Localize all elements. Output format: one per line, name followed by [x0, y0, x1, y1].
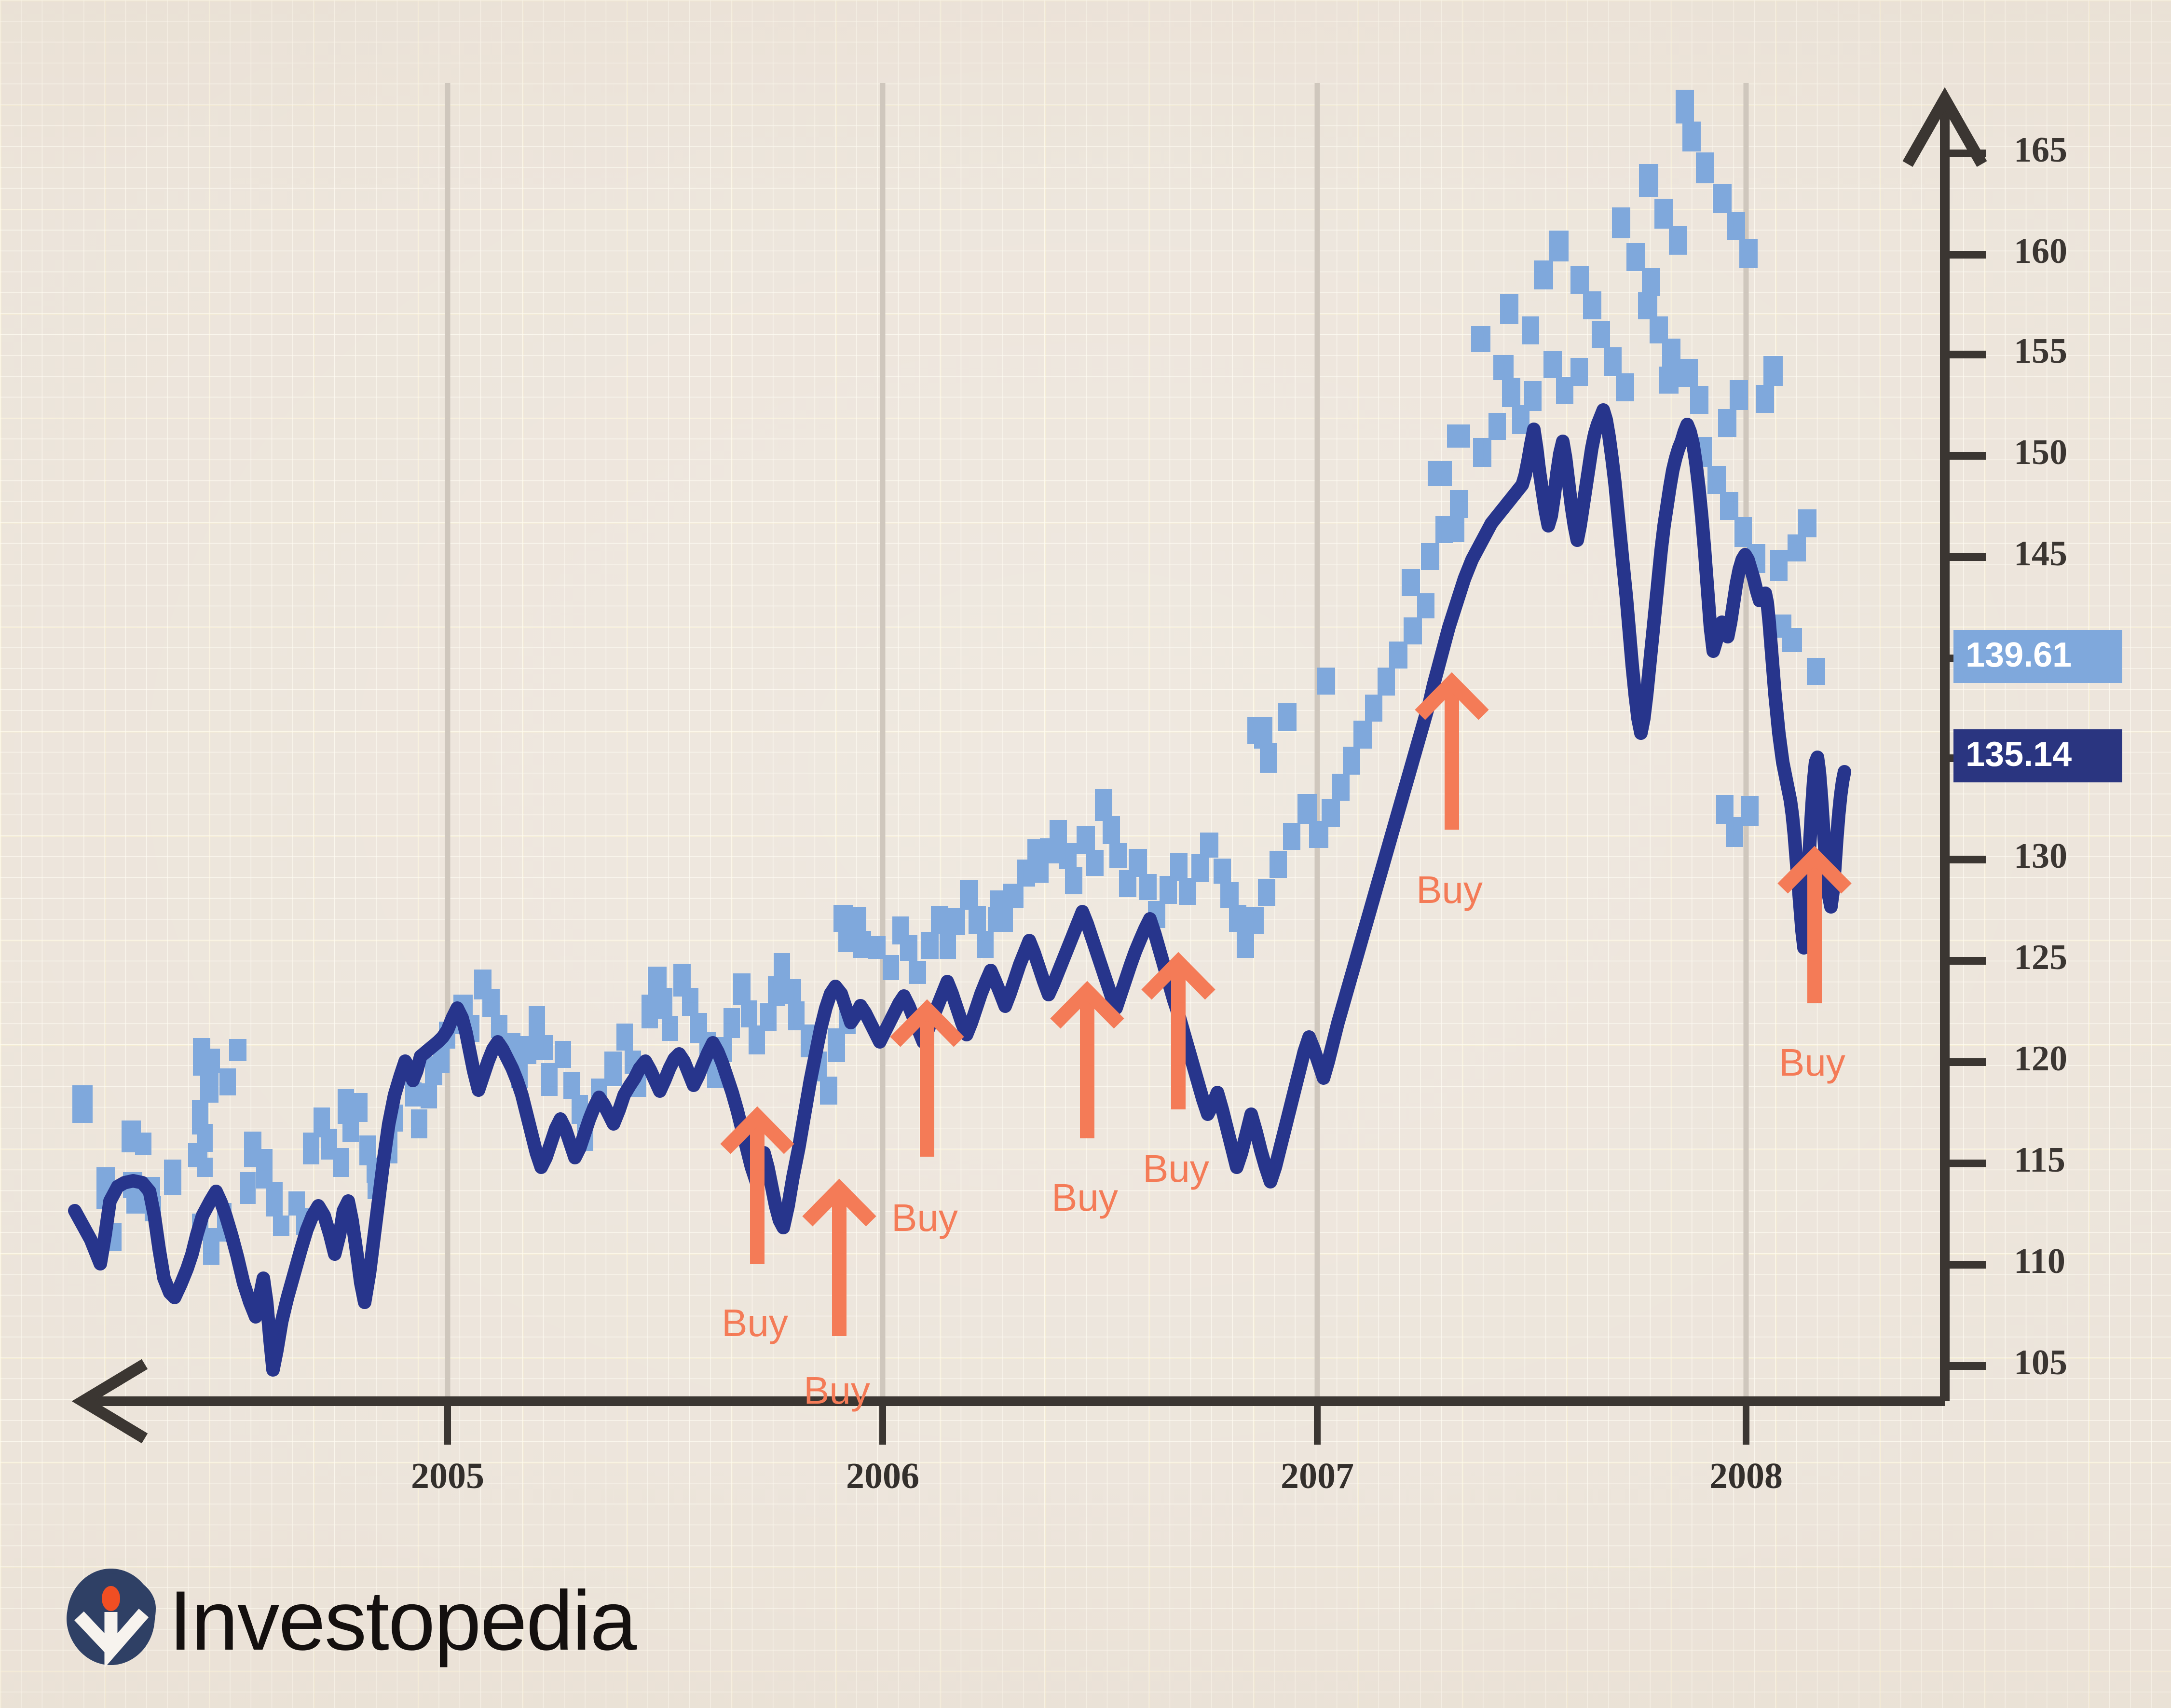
primary-price-badge-bg	[1953, 729, 2122, 782]
price-line	[68, 403, 1851, 1377]
buy-marker-5: Buy	[1143, 962, 1210, 1190]
y-tick-110: 110	[2014, 1242, 2065, 1281]
y-tick-145: 145	[2014, 534, 2067, 574]
x-tick-2007: 2007	[1281, 1456, 1354, 1496]
y-tick-120: 120	[2014, 1039, 2067, 1079]
logo-dot-icon	[102, 1586, 120, 1611]
up-arrow-icon	[807, 1189, 871, 1336]
y-axis: 165 160 155 150 145 130 125 120 115 110 …	[1902, 87, 2067, 1401]
buy-label-4: Buy	[1051, 1176, 1118, 1219]
axis-up-arrow-icon	[1902, 87, 1987, 167]
buy-label-5: Buy	[1143, 1147, 1209, 1190]
secondary-price-badge-text: 139.61	[1966, 636, 2072, 674]
y-tick-155: 155	[2014, 331, 2067, 371]
buy-label-1: Buy	[722, 1301, 788, 1344]
buy-marker-7: Buy	[1779, 856, 1846, 1084]
up-arrow-icon	[1783, 856, 1846, 1003]
buy-label-7: Buy	[1779, 1041, 1845, 1084]
buy-marker-2: Buy	[804, 1189, 871, 1412]
logo-wordmark: Investopedia	[169, 1574, 637, 1668]
primary-price-badge-text: 135.14	[1966, 735, 2072, 774]
buy-marker-4: Buy	[1051, 991, 1119, 1219]
price-badges: 139.61 135.14	[1953, 630, 2122, 782]
x-tick-2005: 2005	[411, 1456, 484, 1496]
buy-marker-1: Buy	[722, 1117, 789, 1344]
investopedia-logo-icon	[67, 1569, 156, 1668]
y-tick-160: 160	[2014, 232, 2067, 271]
y-tick-150: 150	[2014, 433, 2067, 472]
up-arrow-icon	[1420, 683, 1484, 830]
y-tick-115: 115	[2014, 1140, 2065, 1180]
axis-left-arrow-icon	[71, 1359, 148, 1444]
secondary-price-badge-bg	[1953, 630, 2122, 683]
investopedia-logo[interactable]: Investopedia	[67, 1569, 638, 1668]
y-tick-130: 130	[2014, 836, 2067, 876]
buy-annotations: Buy Buy Buy Buy Buy Buy Buy	[722, 683, 1846, 1412]
up-arrow-icon	[895, 1010, 959, 1157]
buy-label-6: Buy	[1416, 868, 1483, 911]
year-gridlines	[445, 83, 1749, 1401]
buy-marker-3: Buy	[891, 1010, 959, 1239]
y-tick-165: 165	[2014, 130, 2067, 170]
up-arrow-icon	[1055, 991, 1119, 1138]
price-bar-marks	[72, 90, 1825, 1265]
x-tick-2006: 2006	[846, 1456, 919, 1496]
buy-label-2: Buy	[804, 1369, 870, 1412]
buy-label-3: Buy	[891, 1196, 958, 1239]
buy-marker-6: Buy	[1416, 683, 1484, 911]
x-tick-2008: 2008	[1709, 1456, 1783, 1496]
y-tick-125: 125	[2014, 938, 2067, 977]
x-axis: 2005 2006 2007 2008	[71, 1359, 1945, 1496]
up-arrow-icon	[725, 1117, 789, 1264]
y-tick-105: 105	[2014, 1343, 2067, 1382]
